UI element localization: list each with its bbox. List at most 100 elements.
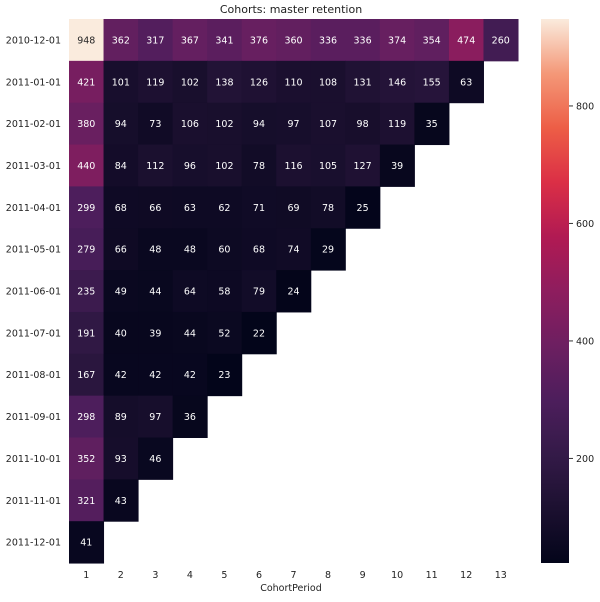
y-tick-label: 2011-04-01 bbox=[6, 203, 61, 214]
heatmap-cell bbox=[276, 228, 312, 271]
heatmap-cell bbox=[69, 186, 105, 229]
colorbar bbox=[541, 19, 569, 563]
cell-value-label: 440 bbox=[77, 161, 95, 172]
cell-value-label: 22 bbox=[253, 328, 265, 339]
colorbar-tick-label: 200 bbox=[576, 454, 594, 465]
heatmap-cell bbox=[345, 186, 381, 229]
cell-value-label: 131 bbox=[354, 77, 372, 88]
heatmap-cell bbox=[69, 395, 105, 438]
y-tick-label: 2011-08-01 bbox=[6, 370, 61, 381]
cell-value-label: 63 bbox=[184, 203, 196, 214]
heatmap-cell bbox=[138, 102, 174, 146]
x-tick-label: 9 bbox=[360, 570, 366, 581]
heatmap-cell bbox=[207, 19, 243, 62]
cell-value-label: 66 bbox=[149, 203, 161, 214]
heatmap-cell bbox=[69, 19, 105, 62]
heatmap-cell bbox=[379, 19, 415, 62]
cell-value-label: 106 bbox=[181, 119, 199, 130]
cell-value-label: 44 bbox=[149, 287, 161, 298]
cell-value-label: 44 bbox=[184, 328, 196, 339]
heatmap-cell bbox=[69, 353, 105, 397]
heatmap-cell bbox=[103, 395, 139, 438]
cell-value-label: 48 bbox=[149, 245, 161, 256]
heatmap-cell bbox=[310, 19, 346, 62]
heatmap-cell bbox=[138, 270, 174, 313]
heatmap-cell bbox=[138, 144, 174, 187]
heatmap-cell bbox=[276, 102, 312, 146]
x-tick-label: 6 bbox=[256, 570, 262, 581]
cell-value-label: 66 bbox=[115, 245, 127, 256]
heatmap-cell bbox=[379, 60, 415, 104]
heatmap-cell bbox=[138, 60, 174, 104]
cell-value-label: 279 bbox=[77, 245, 95, 256]
heatmap-cell bbox=[69, 102, 105, 146]
cell-value-label: 421 bbox=[77, 77, 95, 88]
y-tick-label: 2011-11-01 bbox=[6, 496, 61, 507]
y-tick-label: 2011-01-01 bbox=[6, 77, 61, 88]
heatmap-cell bbox=[138, 353, 174, 397]
heatmap-cell bbox=[310, 102, 346, 146]
cell-value-label: 299 bbox=[77, 203, 95, 214]
cell-value-label: 64 bbox=[184, 287, 196, 298]
heatmap-cell bbox=[103, 144, 139, 187]
colorbar-tick-label: 600 bbox=[576, 219, 594, 230]
cell-value-label: 96 bbox=[184, 161, 196, 172]
cell-value-label: 119 bbox=[146, 77, 164, 88]
heatmap-cell bbox=[207, 270, 243, 313]
cell-value-label: 102 bbox=[181, 77, 199, 88]
heatmap-cell bbox=[69, 521, 105, 564]
cell-value-label: 191 bbox=[77, 328, 95, 339]
cell-value-label: 68 bbox=[115, 203, 127, 214]
heatmap-cell bbox=[172, 102, 208, 146]
heatmap-cell bbox=[241, 186, 277, 229]
cell-value-label: 23 bbox=[218, 370, 230, 381]
cell-value-label: 29 bbox=[322, 245, 334, 256]
cell-value-label: 474 bbox=[457, 35, 475, 46]
cell-value-label: 119 bbox=[388, 119, 406, 130]
cell-value-label: 360 bbox=[284, 35, 302, 46]
cell-value-label: 321 bbox=[77, 496, 95, 507]
heatmap-cell bbox=[172, 228, 208, 271]
cell-value-label: 25 bbox=[357, 203, 369, 214]
cell-value-label: 354 bbox=[423, 35, 441, 46]
cell-value-label: 40 bbox=[115, 328, 127, 339]
y-tick-label: 2011-10-01 bbox=[6, 454, 61, 465]
cell-value-label: 105 bbox=[319, 161, 337, 172]
heatmap-cell bbox=[345, 19, 381, 62]
heatmap-cell bbox=[414, 19, 450, 62]
cell-value-label: 138 bbox=[215, 77, 233, 88]
heatmap-cell bbox=[103, 228, 139, 271]
cell-value-label: 336 bbox=[354, 35, 372, 46]
cell-value-label: 374 bbox=[388, 35, 406, 46]
heatmap-cell bbox=[138, 437, 174, 480]
cell-value-label: 380 bbox=[77, 119, 95, 130]
heatmap-cell bbox=[345, 60, 381, 104]
chart-title: Cohorts: master retention bbox=[220, 3, 362, 16]
heatmap-cell bbox=[138, 19, 174, 62]
cell-value-label: 73 bbox=[149, 119, 161, 130]
y-tick-label: 2011-06-01 bbox=[6, 287, 61, 298]
heatmap-cell bbox=[414, 60, 450, 104]
cell-value-label: 336 bbox=[319, 35, 337, 46]
heatmap-cell bbox=[207, 60, 243, 104]
heatmap-cell bbox=[103, 437, 139, 480]
cell-value-label: 52 bbox=[218, 328, 230, 339]
heatmap-cell bbox=[207, 144, 243, 187]
heatmap-cell bbox=[310, 144, 346, 187]
cell-value-label: 108 bbox=[319, 77, 337, 88]
heatmap-cell bbox=[69, 270, 105, 313]
cell-value-label: 41 bbox=[80, 538, 92, 549]
y-tick-label: 2011-02-01 bbox=[6, 119, 61, 130]
heatmap-cell bbox=[103, 60, 139, 104]
cell-value-label: 97 bbox=[149, 412, 161, 423]
cell-value-label: 376 bbox=[250, 35, 268, 46]
heatmap-cell bbox=[69, 144, 105, 187]
x-tick-label: 11 bbox=[426, 570, 438, 581]
cell-value-label: 42 bbox=[149, 370, 161, 381]
heatmap-cell bbox=[172, 395, 208, 438]
cell-value-label: 235 bbox=[77, 287, 95, 298]
y-tick-label: 2011-07-01 bbox=[6, 328, 61, 339]
heatmap-cell bbox=[345, 144, 381, 187]
cell-value-label: 62 bbox=[218, 203, 230, 214]
heatmap-cell bbox=[138, 228, 174, 271]
